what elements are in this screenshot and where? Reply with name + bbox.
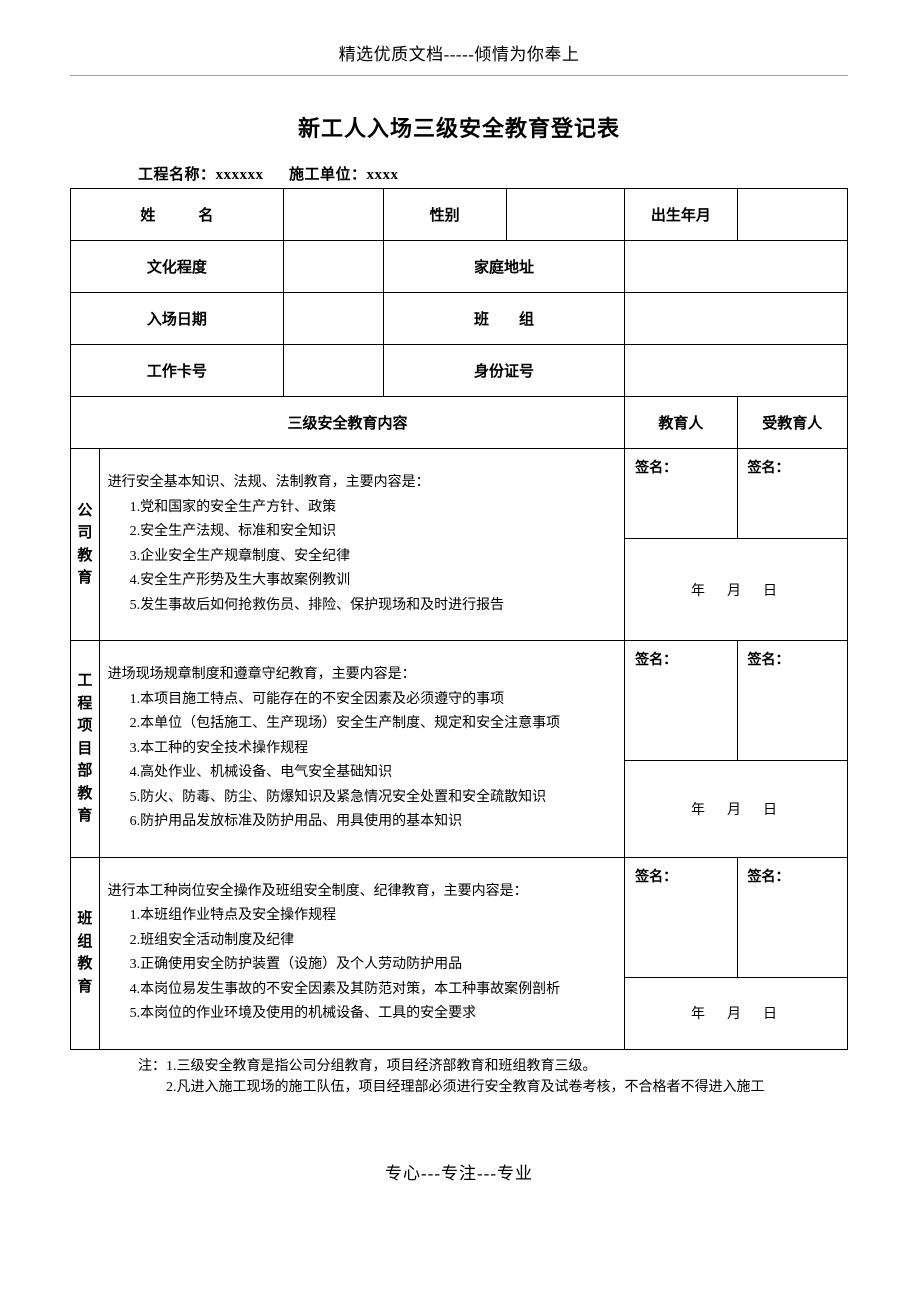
section-label-team: 班组教育 bbox=[71, 857, 100, 1049]
section-header-educator: 教育人 bbox=[625, 397, 737, 449]
field-label-card: 工作卡号 bbox=[71, 345, 284, 397]
educator-sign-team: 签名： bbox=[625, 857, 737, 977]
field-label-gender: 性别 bbox=[383, 189, 506, 241]
educatee-sign-company: 签名： bbox=[737, 449, 847, 539]
field-value-id bbox=[625, 345, 848, 397]
educatee-sign-team: 签名： bbox=[737, 857, 847, 977]
unit-label: 施工单位： bbox=[289, 167, 367, 183]
educatee-sign-project: 签名： bbox=[737, 641, 847, 761]
field-label-id: 身份证号 bbox=[383, 345, 624, 397]
project-info-line: 工程名称：xxxxxx 施工单位：xxxx bbox=[138, 163, 848, 184]
table-row: 入场日期 班 组 bbox=[71, 293, 848, 345]
educator-sign-project: 签名： bbox=[625, 641, 737, 761]
table-row: 文化程度 家庭地址 bbox=[71, 241, 848, 293]
section-header-content: 三级安全教育内容 bbox=[71, 397, 625, 449]
section-header-educatee: 受教育人 bbox=[737, 397, 847, 449]
field-value-team bbox=[625, 293, 848, 345]
notes-prefix: 注： bbox=[138, 1059, 166, 1074]
table-row: 三级安全教育内容 教育人 受教育人 bbox=[71, 397, 848, 449]
table-row: 公司教育 进行安全基本知识、法规、法制教育，主要内容是： 1.党和国家的安全生产… bbox=[71, 449, 848, 539]
project-value: xxxxxx bbox=[216, 167, 264, 183]
section-label-project: 工程项目部教育 bbox=[71, 641, 100, 858]
table-row: 工作卡号 身份证号 bbox=[71, 345, 848, 397]
section-content-company: 进行安全基本知识、法规、法制教育，主要内容是： 1.党和国家的安全生产方针、政策… bbox=[99, 449, 624, 641]
section-content-team: 进行本工种岗位安全操作及班组安全制度、纪律教育，主要内容是： 1.本班组作业特点… bbox=[99, 857, 624, 1049]
field-label-education: 文化程度 bbox=[71, 241, 284, 293]
field-value-name bbox=[283, 189, 383, 241]
field-label-address: 家庭地址 bbox=[383, 241, 624, 293]
field-value-education bbox=[283, 241, 383, 293]
project-label: 工程名称： bbox=[138, 167, 216, 183]
date-cell-team: 年 月 日 bbox=[625, 977, 848, 1049]
field-label-dob: 出生年月 bbox=[625, 189, 737, 241]
field-value-dob bbox=[737, 189, 847, 241]
registration-table: 姓 名 性别 出生年月 文化程度 家庭地址 入场日期 班 组 工作卡号 身份证号 bbox=[70, 188, 848, 1050]
field-value-gender bbox=[506, 189, 625, 241]
table-row: 班组教育 进行本工种岗位安全操作及班组安全制度、纪律教育，主要内容是： 1.本班… bbox=[71, 857, 848, 977]
field-label-team: 班 组 bbox=[383, 293, 624, 345]
notes-line2: 2.凡进入施工现场的施工队伍，项目经理部必须进行安全教育及试卷考核，不合格者不得… bbox=[138, 1077, 848, 1099]
page-footer: 专心---专注---专业 bbox=[70, 1159, 848, 1184]
field-value-enterdate bbox=[283, 293, 383, 345]
page-header: 精选优质文档-----倾情为你奉上 bbox=[70, 40, 848, 76]
section-content-project: 进场现场规章制度和遵章守纪教育，主要内容是： 1.本项目施工特点、可能存在的不安… bbox=[99, 641, 624, 858]
date-cell-project: 年 月 日 bbox=[625, 761, 848, 858]
section-label-company: 公司教育 bbox=[71, 449, 100, 641]
field-label-name: 姓 名 bbox=[71, 189, 284, 241]
table-row: 工程项目部教育 进场现场规章制度和遵章守纪教育，主要内容是： 1.本项目施工特点… bbox=[71, 641, 848, 761]
notes-line1: 1.三级安全教育是指公司分组教育，项目经济部教育和班组教育三级。 bbox=[166, 1059, 597, 1074]
document-title: 新工人入场三级安全教育登记表 bbox=[70, 111, 848, 143]
notes: 注：1.三级安全教育是指公司分组教育，项目经济部教育和班组教育三级。 2.凡进入… bbox=[138, 1056, 848, 1099]
field-label-enterdate: 入场日期 bbox=[71, 293, 284, 345]
field-value-card bbox=[283, 345, 383, 397]
date-cell-company: 年 月 日 bbox=[625, 539, 848, 641]
field-value-address bbox=[625, 241, 848, 293]
unit-value: xxxx bbox=[367, 167, 399, 183]
educator-sign-company: 签名： bbox=[625, 449, 737, 539]
table-row: 姓 名 性别 出生年月 bbox=[71, 189, 848, 241]
